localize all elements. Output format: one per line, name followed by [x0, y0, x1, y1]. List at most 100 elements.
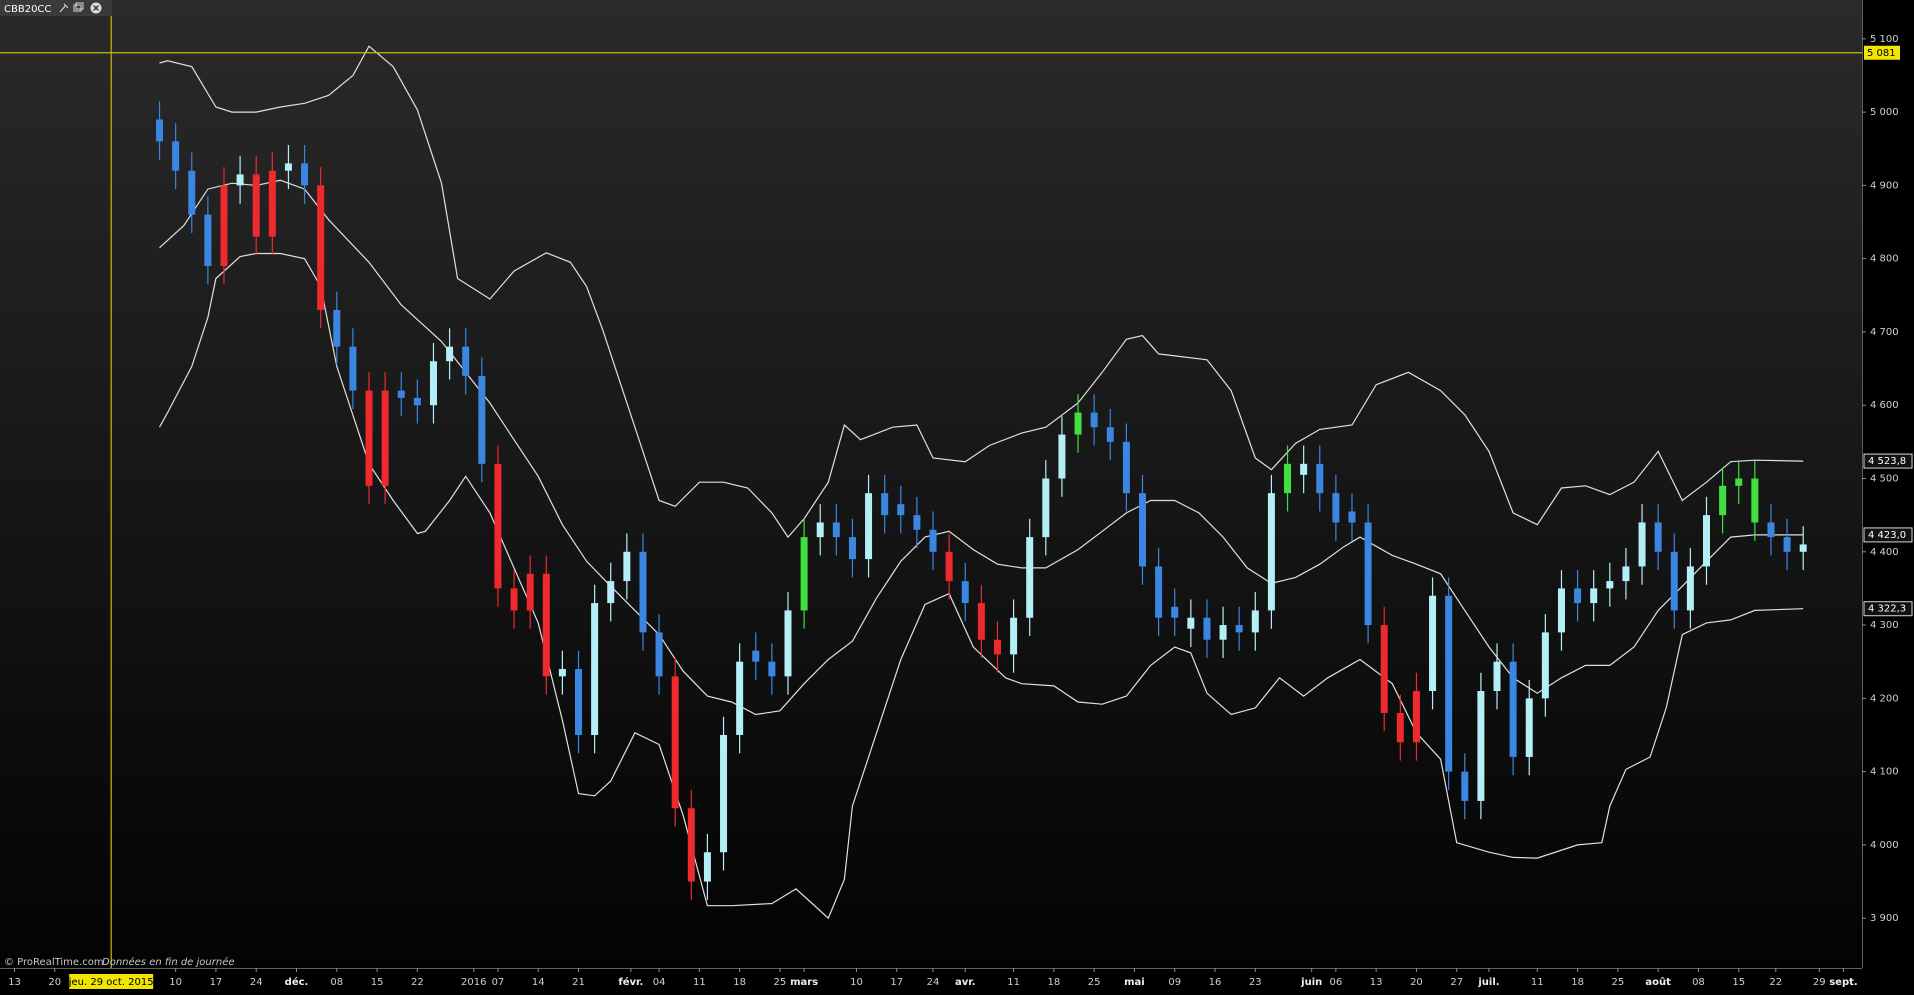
candle-body [607, 581, 615, 604]
x-tick-label: 25 [1612, 977, 1625, 988]
candle-body [897, 504, 905, 516]
candle-body [1477, 691, 1485, 801]
candle-body [1138, 493, 1146, 567]
last-value-label: 4 322,3 [1868, 604, 1906, 615]
candle-body [816, 522, 824, 538]
x-tick-label: avr. [955, 977, 976, 988]
candle-body [671, 676, 679, 809]
candle-body [1429, 595, 1437, 692]
candle-body [236, 174, 244, 186]
x-tick-label: 09 [1168, 977, 1181, 988]
x-tick-label: déc. [285, 976, 309, 988]
candle-body [220, 185, 228, 266]
candle-body [558, 669, 566, 677]
x-tick-label: 13 [8, 977, 21, 988]
crosshair-label: jeu. 29 oct. 2015 [68, 977, 154, 988]
candle-body [1541, 632, 1549, 699]
candle-body [977, 603, 985, 640]
band-line [159, 45, 1804, 539]
band-line [159, 179, 1804, 716]
axes: 5 100 5 000 4 900 4 800 4 700 4 600 4 500 4 400… [8, 34, 1913, 989]
x-tick-label: 08 [1692, 977, 1705, 988]
candle-body [365, 390, 373, 486]
data-note: Données en fin de journée [102, 956, 235, 968]
x-tick-label: févr. [618, 976, 643, 988]
candle-body [1364, 522, 1372, 626]
y-tick-label: 4 600 [1870, 400, 1899, 411]
candle-body [1380, 625, 1388, 713]
x-tick-label: juil. [1477, 977, 1499, 988]
y-tick-label: 3 900 [1870, 913, 1899, 924]
candle-body [349, 346, 357, 391]
candle-body [446, 346, 454, 362]
x-tick-label: 07 [492, 977, 505, 988]
x-tick-label: 21 [572, 977, 585, 988]
candle-body [929, 529, 937, 552]
x-tick-label: 06 [1330, 977, 1343, 988]
candle-body [1316, 463, 1324, 494]
x-tick-label: 27 [1450, 977, 1463, 988]
plot-background [0, 0, 1862, 968]
candle-body [687, 808, 695, 882]
candle-body [1332, 493, 1340, 523]
candle-body [1557, 588, 1565, 633]
close-cross [92, 4, 100, 12]
candle-body [736, 661, 744, 735]
y-tick-label: 4 500 [1870, 474, 1899, 485]
candle-body [703, 852, 711, 882]
x-tick-label: mars [790, 977, 818, 988]
x-tick-label: 2016 [461, 977, 486, 988]
candle-body [1751, 478, 1759, 523]
x-tick-label: 25 [774, 977, 787, 988]
window-icon[interactable] [73, 4, 82, 12]
candle-body [865, 493, 873, 560]
candle-body [1026, 537, 1034, 618]
candle-body [204, 214, 212, 266]
candle-body [1251, 610, 1259, 633]
candle-body [623, 551, 631, 582]
x-tick-label: 10 [850, 977, 863, 988]
candle-body [1799, 544, 1807, 552]
x-tick-label: 24 [927, 977, 940, 988]
candle-body [413, 397, 421, 406]
candle-body [1670, 551, 1678, 611]
level-label-box [1864, 45, 1900, 60]
candle-body [591, 603, 599, 735]
candle-body [1106, 427, 1114, 442]
candle-body [252, 174, 260, 237]
x-tick-label: 17 [210, 977, 223, 988]
candle-body [542, 573, 550, 677]
candle-body [333, 309, 341, 347]
x-tick-label: 17 [890, 977, 903, 988]
y-tick-label: 5 000 [1870, 107, 1899, 118]
candle-body [1122, 441, 1130, 494]
candle-body [575, 669, 583, 735]
last-value-box [1863, 601, 1913, 617]
x-tick-label: 20 [1410, 977, 1423, 988]
candle-body [1622, 566, 1630, 582]
last-value-label: 4 523,8 [1868, 456, 1906, 467]
candle-body [1348, 511, 1356, 523]
x-tick-label: 08 [330, 977, 343, 988]
level-label: 5 081 [1867, 48, 1896, 59]
candle-body [881, 493, 889, 516]
x-tick-label: 20 [48, 977, 61, 988]
candle-body [526, 573, 534, 611]
candle-body [284, 163, 292, 171]
candle-body [1300, 463, 1308, 475]
y-tick-label: 5 100 [1870, 34, 1899, 45]
band-line [158, 252, 1804, 920]
candle-body [172, 141, 180, 171]
candle-body [1171, 606, 1179, 618]
y-tick-label: 4 400 [1870, 547, 1899, 558]
candle-body [1284, 463, 1292, 494]
x-tick-label: 16 [1209, 977, 1222, 988]
y-tick-label: 4 100 [1870, 767, 1899, 778]
settings-icon[interactable] [59, 3, 69, 13]
candle-body [832, 522, 840, 538]
candle-body [1155, 566, 1163, 618]
y-tick-label: 4 800 [1870, 254, 1899, 265]
candle-body [1525, 698, 1533, 757]
